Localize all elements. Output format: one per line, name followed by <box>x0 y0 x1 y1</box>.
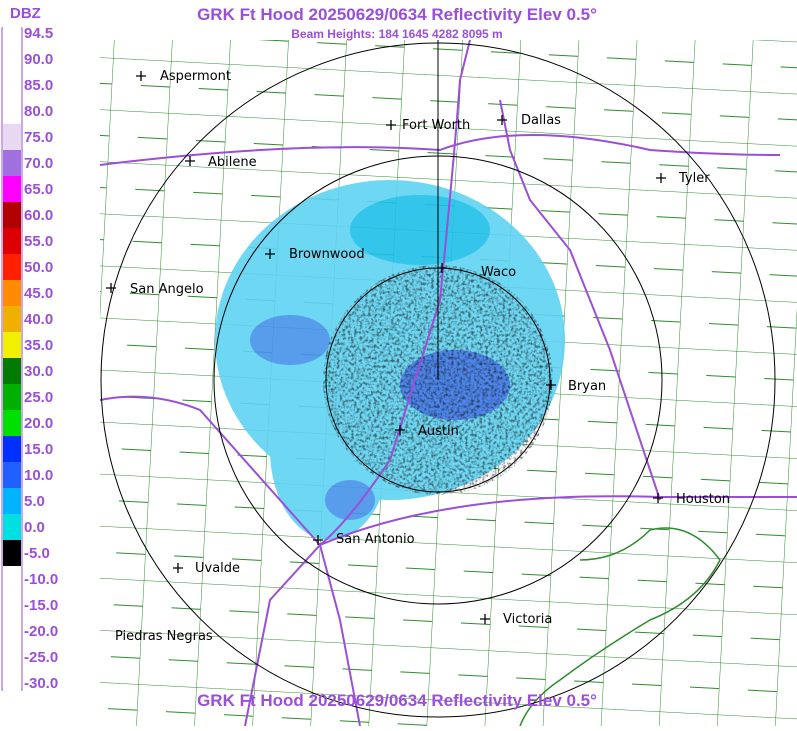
city-label: Abilene <box>208 155 257 170</box>
legend-label: 35.0 <box>24 337 53 354</box>
legend-swatch <box>3 254 21 280</box>
legend-swatch <box>3 592 21 618</box>
city-marker <box>265 249 275 259</box>
legend-swatch <box>3 332 21 358</box>
legend: 94.5 90.0 85.0 80.0 75.0 70.0 65.0 60.0 55.0 50.0… <box>3 20 58 696</box>
legend-swatch <box>3 72 21 98</box>
legend-label: 50.0 <box>24 259 53 276</box>
legend-swatch <box>3 124 21 150</box>
legend-swatch <box>3 488 21 514</box>
legend-label: -20.0 <box>24 623 58 640</box>
legend-swatch <box>3 462 21 488</box>
city-label: Houston <box>676 492 730 507</box>
city-label: Austin <box>418 424 459 439</box>
legend-label: 40.0 <box>24 311 53 328</box>
legend-swatch <box>3 98 21 124</box>
legend-swatch <box>3 358 21 384</box>
city-label: Bryan <box>568 379 606 394</box>
city-label: Tyler <box>678 171 710 186</box>
city-label: San Antonio <box>336 532 415 547</box>
legend-label: 85.0 <box>24 77 53 94</box>
radar-echoes <box>215 180 565 540</box>
legend-label: 20.0 <box>24 415 53 432</box>
echo <box>250 315 330 365</box>
legend-label: 90.0 <box>24 51 53 68</box>
echo <box>325 480 375 520</box>
city-label: San Angelo <box>130 282 204 297</box>
city-marker <box>106 283 116 293</box>
footer-title: GRK Ft Hood 20250629/0634 Reflectivity E… <box>197 691 597 710</box>
legend-label: 60.0 <box>24 207 53 224</box>
city-marker <box>656 173 666 183</box>
highways <box>100 40 797 726</box>
legend-label: -30.0 <box>24 675 58 692</box>
legend-label: -15.0 <box>24 597 58 614</box>
city-marker <box>395 425 405 435</box>
cities: Aspermont Fort Worth Dallas Abilene Tyler Bro… <box>106 69 730 644</box>
legend-swatch <box>3 228 21 254</box>
legend-swatch <box>3 436 21 462</box>
city-marker <box>185 156 195 166</box>
city-label: Brownwood <box>289 247 365 262</box>
legend-label: -5.0 <box>24 545 50 562</box>
title: GRK Ft Hood 20250629/0634 Reflectivity E… <box>197 5 597 24</box>
legend-label: 10.0 <box>24 467 53 484</box>
city-marker <box>546 380 556 390</box>
legend-swatch <box>3 46 21 72</box>
legend-label: 70.0 <box>24 155 53 172</box>
city-marker <box>653 493 663 503</box>
city-label: Fort Worth <box>402 118 470 133</box>
city-marker <box>173 563 183 573</box>
city-label: Piedras Negras <box>115 629 213 644</box>
legend-label: 25.0 <box>24 389 53 406</box>
legend-swatch <box>3 514 21 540</box>
map-area <box>100 40 797 726</box>
legend-label: -10.0 <box>24 571 58 588</box>
legend-label: 30.0 <box>24 363 53 380</box>
city-label: Victoria <box>503 612 552 627</box>
legend-swatch <box>3 644 21 670</box>
city-label: Aspermont <box>160 69 231 84</box>
legend-swatch <box>3 280 21 306</box>
legend-label: 75.0 <box>24 129 53 146</box>
legend-swatch <box>3 150 21 176</box>
legend-swatch <box>3 566 21 592</box>
legend-label: 45.0 <box>24 285 53 302</box>
legend-swatch <box>3 176 21 202</box>
city-label: Dallas <box>521 113 561 128</box>
legend-label: -25.0 <box>24 649 58 666</box>
city-label: Waco <box>481 265 516 280</box>
legend-swatch <box>3 410 21 436</box>
legend-label: 94.5 <box>24 25 53 42</box>
city-label: Uvalde <box>195 561 240 576</box>
city-marker <box>497 115 507 125</box>
legend-label: 0.0 <box>24 519 45 536</box>
legend-label: 15.0 <box>24 441 53 458</box>
city-marker <box>313 535 323 545</box>
legend-label: 80.0 <box>24 103 53 120</box>
legend-swatch <box>3 618 21 644</box>
legend-swatch <box>3 384 21 410</box>
city-marker <box>480 614 490 624</box>
range-rings <box>100 40 776 718</box>
subtitle: Beam Heights: 184 1645 4282 8095 m <box>291 27 502 41</box>
coastline <box>519 527 721 726</box>
legend-swatch <box>3 20 21 46</box>
legend-label: 65.0 <box>24 181 53 198</box>
city-marker <box>136 71 146 81</box>
city-marker <box>386 120 396 130</box>
legend-label: 5.0 <box>24 493 45 510</box>
echo <box>350 195 490 265</box>
legend-label: 55.0 <box>24 233 53 250</box>
legend-swatch <box>3 670 21 696</box>
legend-swatch <box>3 540 21 566</box>
city-marker <box>437 263 447 273</box>
legend-swatch <box>3 202 21 228</box>
legend-swatch <box>3 306 21 332</box>
legend-unit: DBZ <box>10 5 41 22</box>
